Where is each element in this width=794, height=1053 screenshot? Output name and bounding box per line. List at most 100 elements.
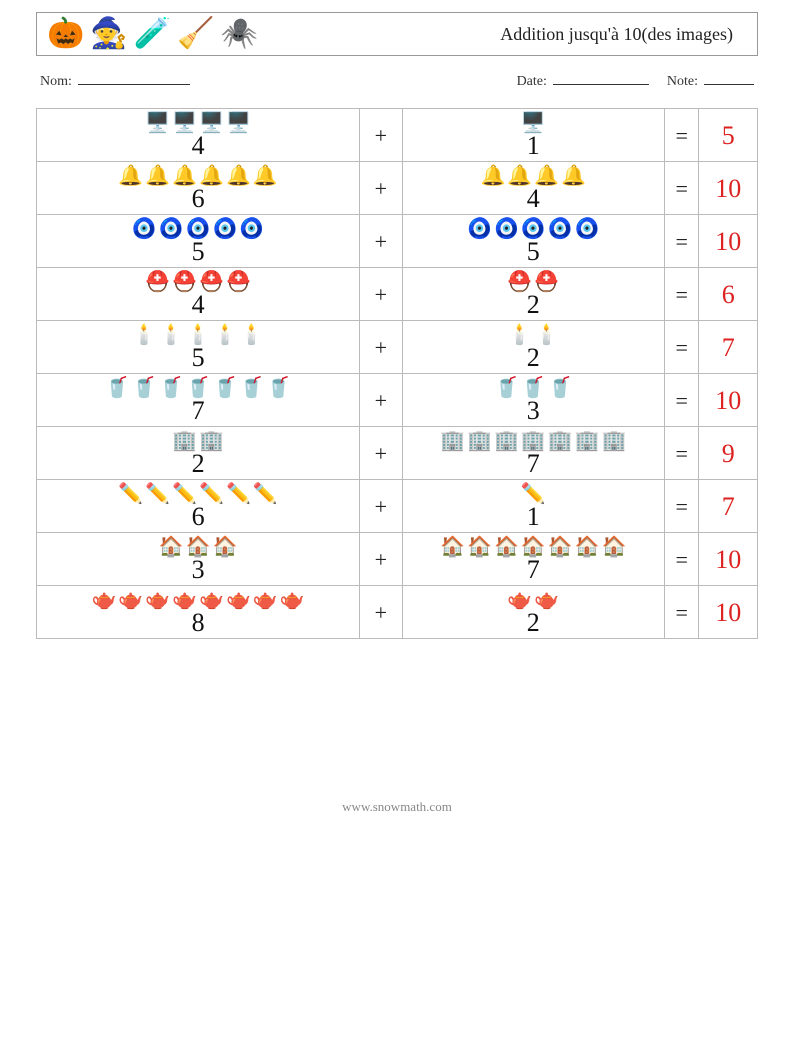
operand-value: 4 — [39, 292, 357, 318]
fields-row: Nom: Date: Note: — [36, 74, 758, 108]
operand-value: 1 — [405, 133, 663, 159]
count-icon: ✏️ — [226, 484, 251, 506]
table-row: 🏢🏢2+🏢🏢🏢🏢🏢🏢🏢7=9 — [37, 427, 758, 480]
operand-value: 1 — [405, 504, 663, 530]
table-row: 🕯️🕯️🕯️🕯️🕯️5+🕯️🕯️2=7 — [37, 321, 758, 374]
equals-cell: = — [665, 586, 699, 639]
operator-cell: + — [360, 109, 402, 162]
operand-a-cell: 🕯️🕯️🕯️🕯️🕯️5 — [37, 321, 360, 374]
count-icon: 🧿 — [575, 219, 600, 241]
operand-value: 7 — [405, 451, 663, 477]
count-icon: 🏢 — [494, 431, 519, 453]
table-row: 🫖🫖🫖🫖🫖🫖🫖🫖8+🫖🫖2=10 — [37, 586, 758, 639]
count-icon: 🕯️ — [239, 325, 264, 347]
answer-cell: 10 — [699, 533, 758, 586]
answer-cell: 5 — [699, 109, 758, 162]
operand-b-cell: 🏠🏠🏠🏠🏠🏠🏠7 — [402, 533, 665, 586]
count-icon: 🏢 — [548, 431, 573, 453]
count-icon: 🕯️ — [132, 325, 157, 347]
operand-value: 3 — [39, 557, 357, 583]
header-icon: 🧙 — [90, 19, 127, 49]
count-icon: 🫖 — [226, 590, 251, 612]
answer-cell: 10 — [699, 162, 758, 215]
count-icon: 🔔 — [253, 166, 278, 188]
count-icon: 🏠 — [159, 537, 184, 559]
date-label: Date: — [517, 74, 547, 90]
equals-cell: = — [665, 427, 699, 480]
count-icon: 🥤 — [132, 378, 157, 400]
count-icon: ✏️ — [253, 484, 278, 506]
count-icon: 🔔 — [480, 166, 505, 188]
operator-cell: + — [360, 480, 402, 533]
operand-a-cell: 🏢🏢2 — [37, 427, 360, 480]
operand-value: 4 — [405, 186, 663, 212]
operand-a-cell: ✏️✏️✏️✏️✏️✏️6 — [37, 480, 360, 533]
operand-a-cell: 🖥️🖥️🖥️🖥️4 — [37, 109, 360, 162]
operand-value: 5 — [39, 345, 357, 371]
header-icon: 🕷️ — [220, 19, 257, 49]
count-icon: ⛑️ — [226, 272, 251, 294]
count-icon: 🏠 — [575, 537, 600, 559]
count-icon: 🧿 — [159, 219, 184, 241]
equals-cell: = — [665, 480, 699, 533]
operand-value: 6 — [39, 186, 357, 212]
answer-cell: 10 — [699, 215, 758, 268]
operand-value: 2 — [405, 345, 663, 371]
count-icon: 🏢 — [602, 431, 627, 453]
operand-b-cell: ✏️1 — [402, 480, 665, 533]
count-icon: 🥤 — [105, 378, 130, 400]
operand-value: 2 — [405, 610, 663, 636]
count-icon: 🏢 — [440, 431, 465, 453]
table-row: 🧿🧿🧿🧿🧿5+🧿🧿🧿🧿🧿5=10 — [37, 215, 758, 268]
count-icon: ✏️ — [118, 484, 143, 506]
operand-value: 8 — [39, 610, 357, 636]
operand-value: 4 — [39, 133, 357, 159]
worksheet-title: Addition jusqu'à 10(des images) — [500, 24, 733, 45]
table-row: ⛑️⛑️⛑️⛑️4+⛑️⛑️2=6 — [37, 268, 758, 321]
count-icon: 🥤 — [266, 378, 291, 400]
header-icon: 🧹 — [177, 19, 214, 49]
operand-b-cell: 🧿🧿🧿🧿🧿5 — [402, 215, 665, 268]
count-icon: 🏠 — [548, 537, 573, 559]
equals-cell: = — [665, 533, 699, 586]
equals-cell: = — [665, 268, 699, 321]
name-blank[interactable] — [78, 84, 190, 85]
answer-cell: 6 — [699, 268, 758, 321]
equals-cell: = — [665, 109, 699, 162]
operand-b-cell: 🏢🏢🏢🏢🏢🏢🏢7 — [402, 427, 665, 480]
operand-b-cell: ⛑️⛑️2 — [402, 268, 665, 321]
operand-value: 2 — [39, 451, 357, 477]
header-icon: 🧪 — [134, 19, 171, 49]
table-row: ✏️✏️✏️✏️✏️✏️6+✏️1=7 — [37, 480, 758, 533]
table-row: 🖥️🖥️🖥️🖥️4+🖥️1=5 — [37, 109, 758, 162]
equals-cell: = — [665, 321, 699, 374]
equals-cell: = — [665, 162, 699, 215]
footer: www.snowmath.com — [36, 799, 758, 835]
header-icon: 🎃 — [47, 19, 84, 49]
count-icon: 🏠 — [494, 537, 519, 559]
operand-value: 6 — [39, 504, 357, 530]
answer-cell: 10 — [699, 586, 758, 639]
count-icon: 🔔 — [226, 166, 251, 188]
count-icon: ✏️ — [145, 484, 170, 506]
count-icon: 🏢 — [467, 431, 492, 453]
worksheet-body: 🖥️🖥️🖥️🖥️4+🖥️1=5🔔🔔🔔🔔🔔🔔6+🔔🔔🔔🔔4=10🧿🧿🧿🧿🧿5+🧿🧿… — [37, 109, 758, 639]
table-row: 🥤🥤🥤🥤🥤🥤🥤7+🥤🥤🥤3=10 — [37, 374, 758, 427]
count-icon: 🧿 — [132, 219, 157, 241]
count-icon: 🥤 — [494, 378, 519, 400]
worksheet-table: 🖥️🖥️🖥️🖥️4+🖥️1=5🔔🔔🔔🔔🔔🔔6+🔔🔔🔔🔔4=10🧿🧿🧿🧿🧿5+🧿🧿… — [36, 108, 758, 639]
operand-a-cell: 🔔🔔🔔🔔🔔🔔6 — [37, 162, 360, 215]
operator-cell: + — [360, 586, 402, 639]
table-row: 🔔🔔🔔🔔🔔🔔6+🔔🔔🔔🔔4=10 — [37, 162, 758, 215]
operator-cell: + — [360, 215, 402, 268]
note-blank[interactable] — [704, 84, 754, 85]
date-blank[interactable] — [553, 84, 649, 85]
operator-cell: + — [360, 533, 402, 586]
equals-cell: = — [665, 215, 699, 268]
operator-cell: + — [360, 162, 402, 215]
answer-cell: 10 — [699, 374, 758, 427]
count-icon: 🕯️ — [159, 325, 184, 347]
count-icon: 🧿 — [548, 219, 573, 241]
count-icon: 🏢 — [575, 431, 600, 453]
name-label: Nom: — [40, 74, 72, 90]
